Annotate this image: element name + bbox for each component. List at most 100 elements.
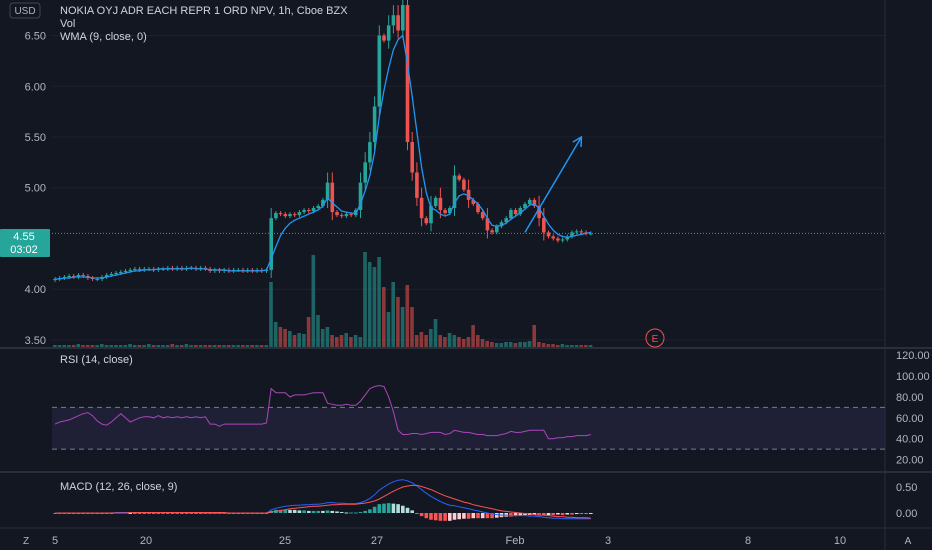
price-axis[interactable]: 6.50 6.00 5.50 5.00 4.00 3.50	[25, 31, 46, 347]
time-tick-label: Feb	[506, 535, 525, 547]
candle-body	[349, 214, 353, 216]
time-axis[interactable]: 5 20 25 27 Feb 3 8 10	[52, 535, 846, 547]
volume-bar	[147, 344, 151, 347]
volume-bar	[382, 287, 386, 347]
volume-bar	[316, 315, 320, 347]
volume-bar	[109, 345, 113, 347]
candle-body	[274, 213, 278, 219]
candle-body	[546, 232, 551, 237]
volume-bar	[184, 344, 189, 347]
candle-body	[424, 218, 429, 224]
volume-bar	[570, 345, 574, 347]
macd-histogram-bar	[401, 505, 405, 513]
volume-bar	[466, 337, 471, 347]
macd-tick-label: 0.50	[896, 482, 917, 494]
auto-scale-icon[interactable]: A	[905, 536, 912, 547]
volume-bar	[527, 341, 532, 347]
candle-body	[133, 268, 137, 270]
macd-histogram-bar	[419, 513, 424, 517]
earnings-marker[interactable]: E	[645, 328, 665, 348]
volume-bar	[410, 307, 414, 347]
candle-body	[269, 218, 273, 270]
volume-bar	[161, 345, 165, 347]
macd-histogram-bar	[316, 510, 320, 513]
volume-bar	[429, 329, 433, 347]
volume-bar	[273, 322, 278, 347]
volume-bar	[198, 345, 203, 347]
volume-bar	[344, 333, 348, 347]
volume-bar	[386, 312, 391, 347]
rsi-legend[interactable]: RSI (14, close)	[60, 354, 133, 366]
volume-bar	[377, 257, 381, 347]
macd-histogram-bar	[194, 513, 198, 514]
volume-bar	[208, 345, 212, 347]
volume-bar	[241, 345, 245, 347]
rsi-tick-label: 120.00	[896, 350, 930, 362]
time-tick-label: 10	[834, 535, 846, 547]
wma-line	[55, 34, 591, 280]
symbol-title[interactable]: NOKIA OYJ ADR EACH REPR 1 ORD NPV, 1h, C…	[60, 5, 348, 17]
price-tick-label: 4.00	[25, 284, 46, 296]
volume-bar	[71, 345, 76, 347]
timezone-icon[interactable]: Z	[23, 536, 29, 547]
candle-body	[81, 274, 85, 276]
volume-bar	[367, 262, 372, 347]
volume-bar	[194, 345, 198, 347]
macd-histogram-bar	[424, 513, 429, 519]
candle-body	[76, 274, 81, 278]
macd-histogram-bar	[476, 513, 480, 519]
volume-bar	[335, 337, 339, 347]
volume-bar	[311, 255, 316, 347]
candle-body	[382, 35, 386, 41]
macd-histogram-bar	[170, 513, 175, 514]
time-tick-label: 27	[371, 535, 383, 547]
candle-body	[109, 273, 114, 275]
candle-body	[443, 210, 447, 214]
candle-body	[405, 5, 410, 143]
volume-bar	[67, 345, 71, 347]
volume-bar	[142, 345, 146, 347]
volume-bar	[297, 333, 301, 347]
macd-axis[interactable]: 0.50 0.00	[896, 482, 917, 520]
volume-bar	[325, 327, 330, 347]
candle-body	[311, 208, 316, 212]
volume-legend[interactable]: Vol	[60, 18, 75, 30]
macd-histogram-bar	[137, 513, 142, 514]
volume-bar	[175, 345, 179, 347]
projection-arrow[interactable]	[524, 135, 583, 233]
volume-bar	[424, 335, 428, 347]
candle-body	[574, 231, 579, 233]
candle-body	[537, 205, 541, 219]
volume-bar	[560, 344, 565, 347]
candle-body	[377, 35, 382, 107]
macd-histogram-bar	[448, 513, 452, 521]
macd-histogram-bar	[180, 513, 184, 514]
volume-bar	[236, 345, 240, 347]
volume-bar	[457, 337, 461, 347]
volume-bar	[62, 345, 66, 347]
candle-body	[391, 15, 396, 26]
volume-bar	[104, 345, 109, 347]
rsi-tick-label: 80.00	[896, 392, 924, 404]
candle-body	[415, 172, 419, 198]
volume-bar	[461, 339, 466, 347]
rsi-axis[interactable]: 120.00 100.00 80.00 60.00 40.00 20.00	[896, 350, 930, 466]
projection-line	[524, 136, 583, 233]
volume-bar	[231, 345, 236, 347]
candle-body	[368, 142, 372, 163]
candle-body	[476, 203, 480, 213]
wma-legend[interactable]: WMA (9, close, 0)	[60, 31, 147, 43]
macd-histogram-bar	[382, 503, 386, 513]
macd-histogram-bar	[589, 513, 593, 514]
candle-body	[448, 208, 452, 214]
macd-histogram-bar	[537, 513, 541, 515]
volume-bar	[288, 331, 292, 347]
currency-badge[interactable]: USD	[9, 2, 41, 19]
macd-histogram-bar	[198, 513, 203, 514]
volume-bar	[499, 343, 504, 347]
macd-legend[interactable]: MACD (12, 26, close, 9)	[60, 481, 177, 493]
candle-body	[104, 274, 109, 278]
candle-body	[137, 268, 142, 270]
